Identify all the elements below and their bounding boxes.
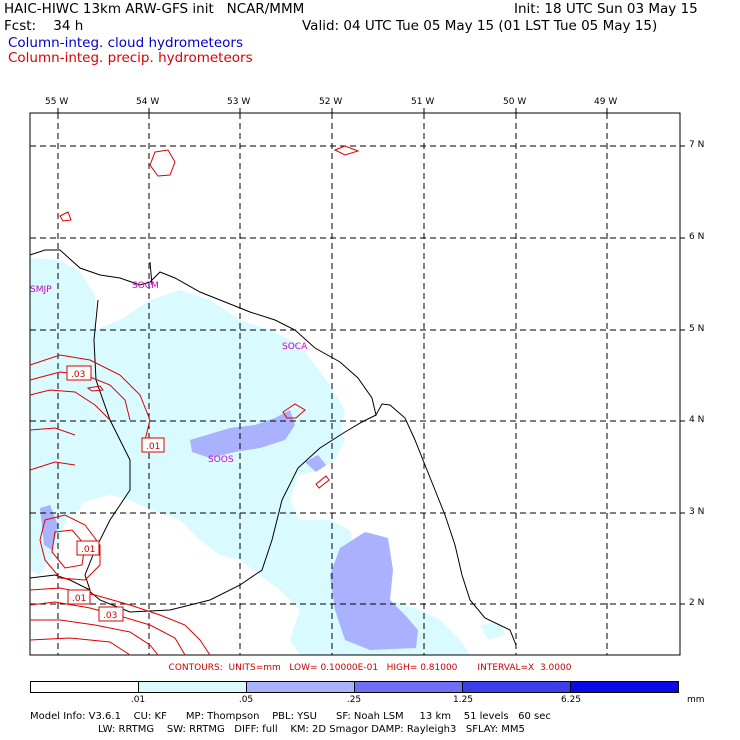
frame-ticks bbox=[57, 108, 685, 605]
contour-label-box bbox=[98, 606, 124, 622]
station-soos: SOOS bbox=[208, 455, 234, 465]
contour-labels: .03 .01 .01 .01 .03 bbox=[66, 365, 165, 622]
lat-label: 2 N bbox=[689, 598, 705, 608]
cloud-shading-medium bbox=[40, 410, 418, 650]
colorbar-swatch bbox=[571, 682, 678, 692]
colorbar-unit: mm bbox=[687, 695, 705, 705]
contour-label-box bbox=[76, 540, 100, 556]
contour-label: .03 bbox=[71, 370, 85, 380]
contour-label: .01 bbox=[81, 545, 95, 555]
valid-time: Valid: 04 UTC Tue 05 May 15 (01 LST Tue … bbox=[302, 18, 658, 34]
map-frame bbox=[29, 112, 681, 656]
station-socm: SOCM bbox=[132, 281, 159, 291]
lat-label: 5 N bbox=[689, 324, 705, 334]
field-precip-title: Column-integ. precip. hydrometeors bbox=[8, 50, 253, 66]
lon-label: 52 W bbox=[319, 97, 343, 107]
station-soca: SOCA bbox=[282, 342, 308, 352]
colorbar bbox=[30, 681, 679, 693]
lon-label: 53 W bbox=[227, 97, 251, 107]
contour-label-box bbox=[66, 365, 92, 381]
coastline bbox=[29, 249, 517, 646]
lat-label: 3 N bbox=[689, 507, 705, 517]
colorbar-swatch bbox=[31, 682, 139, 692]
lon-label: 50 W bbox=[503, 97, 527, 107]
model-info-line2: LW: RRTMG SW: RRTMG DIFF: full KM: 2D Sm… bbox=[98, 724, 525, 735]
field-cloud-title: Column-integ. cloud hydrometeors bbox=[8, 35, 244, 51]
lon-label: 55 W bbox=[45, 97, 69, 107]
lon-label: 54 W bbox=[136, 97, 160, 107]
colorbar-swatch bbox=[355, 682, 463, 692]
lon-label: 51 W bbox=[411, 97, 435, 107]
colorbar-swatch bbox=[463, 682, 571, 692]
contour-label: .01 bbox=[72, 594, 86, 604]
colorbar-tick: .05 bbox=[238, 695, 254, 705]
contour-label-box bbox=[141, 437, 165, 453]
model-info-line1: Model Info: V3.6.1 CU: KF MP: Thompson P… bbox=[30, 711, 551, 722]
stations: SMJP SOCM SOCA SOOS bbox=[30, 281, 308, 465]
contour-info: CONTOURS: UNITS=mm LOW= 0.10000E-01 HIGH… bbox=[168, 663, 572, 673]
graticule bbox=[30, 113, 680, 655]
init-time: Init: 18 UTC Sun 03 May 15 bbox=[514, 1, 698, 17]
colorbar-tick: .01 bbox=[130, 695, 146, 705]
contour-label-box bbox=[67, 589, 91, 605]
colorbar-swatch bbox=[247, 682, 355, 692]
station-smjp: SMJP bbox=[30, 285, 52, 295]
forecast-hour: Fcst: 34 h bbox=[4, 18, 84, 34]
precip-contours bbox=[29, 145, 360, 656]
lat-label: 6 N bbox=[689, 232, 705, 242]
contour-label: .01 bbox=[146, 442, 160, 452]
colorbar-swatch bbox=[139, 682, 247, 692]
contour-label: .03 bbox=[103, 611, 117, 621]
lat-label: 7 N bbox=[689, 140, 705, 150]
colorbar-tick: .25 bbox=[346, 695, 362, 705]
model-title: HAIC-HIWC 13km ARW-GFS init NCAR/MMM bbox=[4, 1, 305, 17]
lon-label: 49 W bbox=[594, 97, 618, 107]
colorbar-tick: 1.25 bbox=[452, 695, 474, 705]
colorbar-tick: 6.25 bbox=[560, 695, 582, 705]
lat-label: 4 N bbox=[689, 415, 705, 425]
